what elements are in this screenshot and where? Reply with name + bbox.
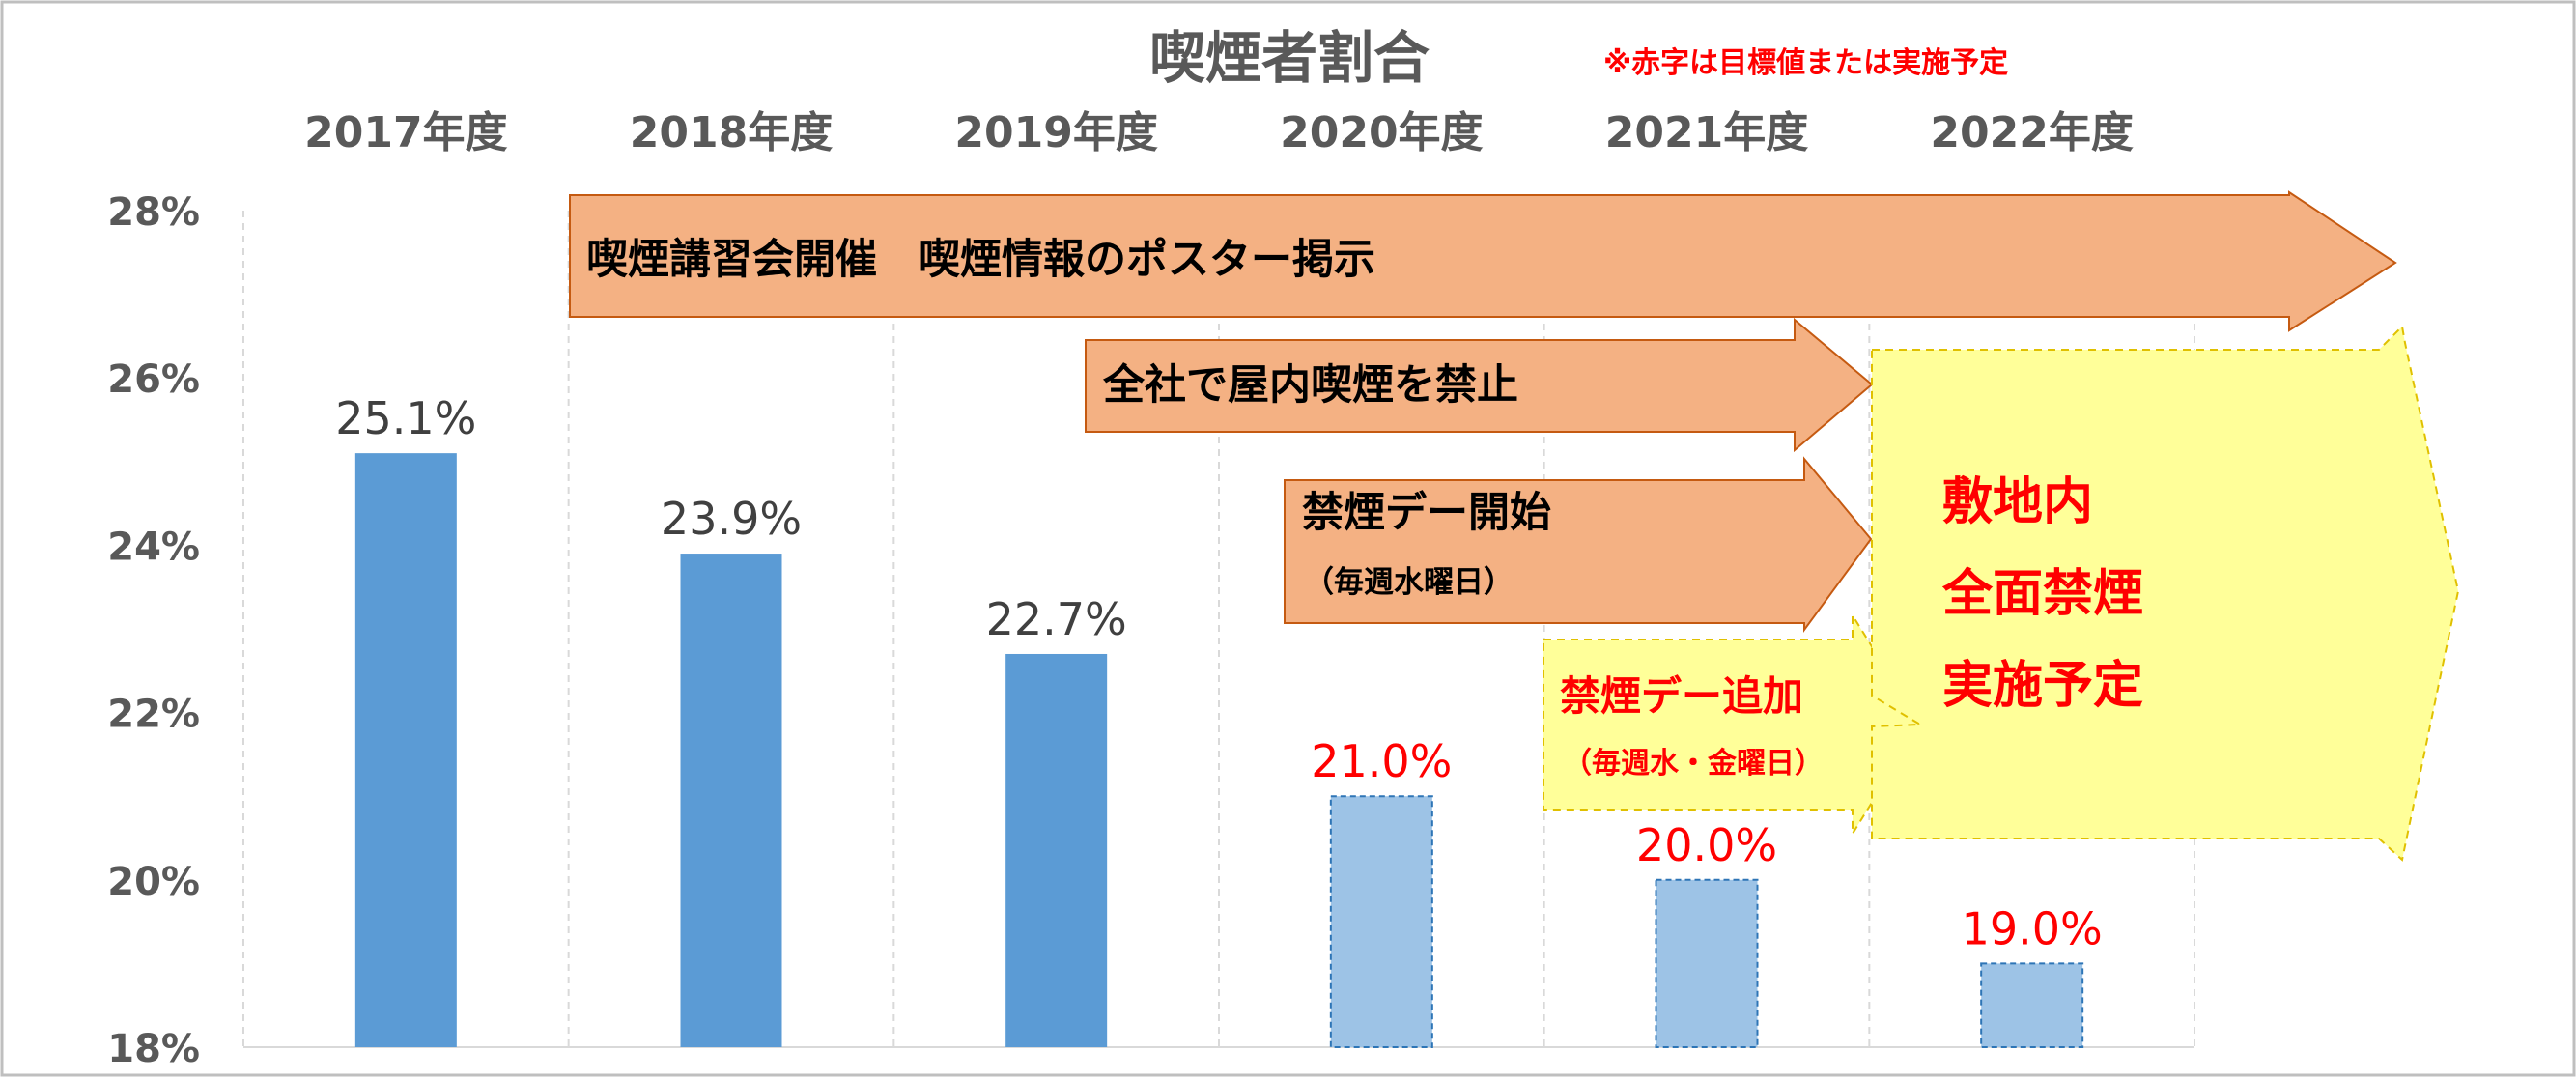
category-label: 2019年度 bbox=[954, 108, 1157, 157]
data-label: 23.9% bbox=[661, 493, 802, 545]
arrow-shape bbox=[1085, 317, 1874, 453]
arrow-shape bbox=[1284, 456, 1873, 634]
actual-bar bbox=[354, 453, 457, 1047]
annotation-text-line1: 禁煙デー開始 bbox=[1302, 489, 1551, 537]
data-label: 21.0% bbox=[1311, 735, 1452, 787]
annotation-text-line2: （毎週水・金曜日） bbox=[1563, 747, 1824, 781]
value-labels: 25.1% 23.9% 22.7% 21.0% 20.0% 19.0% bbox=[335, 392, 2102, 954]
data-label: 25.1% bbox=[335, 392, 476, 444]
annotation-text: 全社で屋内喫煙を禁止 bbox=[1102, 361, 1518, 410]
annotation-text-line2: 全面禁煙 bbox=[1941, 565, 2143, 623]
annotation-no-smoking-day-arrow: 禁煙デー開始 （毎週水曜日） bbox=[1284, 456, 1873, 634]
annotation-full-ban-chevron: 敷地内 全面禁煙 実施予定 bbox=[1871, 324, 2460, 862]
category-labels: 2017年度 2018年度 2019年度 2020年度 2021年度 2022年度 bbox=[304, 108, 2134, 157]
category-label: 2017年度 bbox=[304, 108, 507, 157]
annotation-text-line1: 禁煙デー追加 bbox=[1560, 672, 1803, 720]
y-tick-label: 28% bbox=[107, 190, 200, 235]
y-tick-labels: 18% 20% 22% 24% 26% 28% bbox=[107, 190, 200, 1071]
arrow-shape bbox=[1543, 612, 1922, 838]
y-tick-label: 22% bbox=[107, 693, 200, 737]
actual-bar bbox=[1005, 653, 1108, 1047]
category-label: 2018年度 bbox=[630, 108, 833, 157]
chart-note: ※赤字は目標値または実施予定 bbox=[1603, 46, 2008, 80]
annotation-text: 喫煙講習会開催 喫煙情報のポスター掲示 bbox=[586, 236, 1375, 284]
y-tick-label: 26% bbox=[107, 357, 200, 402]
annotation-lecture-poster-arrow: 喫煙講習会開催 喫煙情報のポスター掲示 bbox=[569, 190, 2397, 332]
data-label: 20.0% bbox=[1636, 819, 1777, 871]
bars bbox=[354, 453, 2084, 1049]
y-tick-label: 24% bbox=[107, 525, 200, 569]
data-label: 22.7% bbox=[986, 593, 1127, 645]
data-label: 19.0% bbox=[1962, 902, 2103, 954]
actual-bar bbox=[680, 554, 782, 1047]
target-bar bbox=[1980, 962, 2084, 1049]
target-bar bbox=[1655, 878, 1759, 1048]
y-tick-label: 20% bbox=[107, 860, 200, 904]
category-label: 2021年度 bbox=[1605, 108, 1808, 157]
annotation-text-line2: （毎週水曜日） bbox=[1304, 565, 1514, 600]
chart-title: 喫煙者割合 bbox=[1149, 25, 1430, 91]
arrow-shape bbox=[569, 190, 2397, 332]
annotation-text-line3: 実施予定 bbox=[1942, 657, 2143, 715]
y-tick-label: 18% bbox=[107, 1027, 200, 1071]
target-bar bbox=[1329, 795, 1433, 1048]
chevron-shape bbox=[1871, 324, 2460, 862]
annotation-text-line1: 敷地内 bbox=[1942, 473, 2093, 531]
category-label: 2020年度 bbox=[1280, 108, 1483, 157]
category-label: 2022年度 bbox=[1930, 108, 2133, 157]
annotation-additional-no-smoking-day-arrow: 禁煙デー追加 （毎週水・金曜日） bbox=[1543, 612, 1922, 838]
annotation-indoor-smoking-ban-arrow: 全社で屋内喫煙を禁止 bbox=[1085, 317, 1874, 453]
